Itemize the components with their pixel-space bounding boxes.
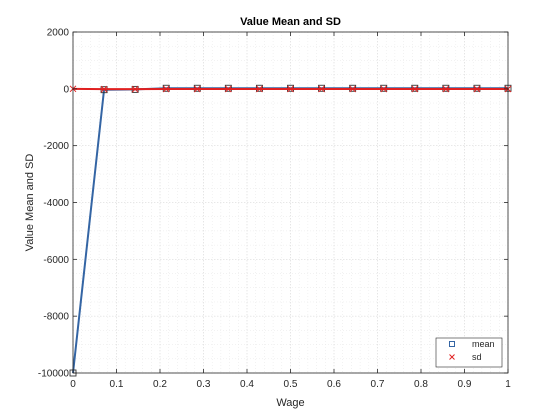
y-tick-label: 0: [63, 84, 69, 95]
y-tick-label: -10000: [38, 369, 70, 380]
legend-label-mean: mean: [472, 339, 495, 349]
y-tick-label: -2000: [43, 141, 69, 152]
y-tick-label: -4000: [43, 198, 69, 209]
x-tick-label: 0.5: [284, 379, 298, 390]
x-tick-label: 0.4: [240, 379, 254, 390]
x-tick-label: 0.1: [110, 379, 124, 390]
y-tick-label: -6000: [43, 255, 69, 266]
legend: mean sd: [436, 338, 502, 367]
x-tick-label: 0.7: [371, 379, 385, 390]
y-tick-label: -8000: [43, 312, 69, 323]
x-tick-label: 0.9: [458, 379, 472, 390]
x-tick-label: 0: [70, 379, 76, 390]
x-axis-label: Wage: [276, 397, 304, 409]
chart-title: Value Mean and SD: [240, 16, 341, 28]
legend-label-sd: sd: [472, 352, 482, 362]
x-tick-label: 0.6: [327, 379, 341, 390]
x-tick-label: 1: [505, 379, 511, 390]
y-tick-label: 2000: [47, 28, 70, 39]
x-tick-label: 0.2: [153, 379, 167, 390]
x-tick-label: 0.3: [197, 379, 211, 390]
x-tick-label: 0.8: [414, 379, 428, 390]
y-axis-label: Value Mean and SD: [24, 154, 36, 252]
